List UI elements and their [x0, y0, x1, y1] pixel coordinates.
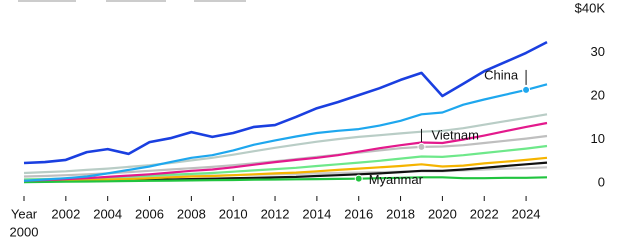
- x-tick-label: 2020: [428, 206, 457, 221]
- series-line: [23, 83, 548, 182]
- x-tick-label: 2014: [302, 206, 331, 221]
- x-tick-label: 2018: [386, 206, 415, 221]
- series-line: [23, 176, 548, 184]
- x-tick-label: 2016: [344, 206, 373, 221]
- y-tick-label: $40K: [575, 0, 606, 15]
- x-tick-label: 2022: [470, 206, 499, 221]
- series-line: [23, 113, 548, 175]
- x-tick-label: 2008: [177, 206, 206, 221]
- x-tick-label: 2002: [51, 206, 80, 221]
- x-tick-label: 2010: [219, 206, 248, 221]
- y-tick-label: 0: [598, 174, 605, 189]
- y-tick-label: 20: [591, 87, 605, 102]
- x-tick-label: 2012: [261, 206, 290, 221]
- series-label: China: [484, 67, 519, 82]
- series-line: [23, 121, 548, 182]
- series-label: Vietnam: [431, 127, 478, 142]
- series-marker: [417, 142, 426, 151]
- x-tick-label: 2006: [135, 206, 164, 221]
- x-tick-label: 2024: [512, 206, 541, 221]
- x-axis-label: Year: [11, 206, 38, 221]
- series-marker: [522, 85, 531, 94]
- series-line: [23, 40, 548, 165]
- y-tick-label: 10: [591, 131, 605, 146]
- y-tick-label: 30: [591, 44, 605, 59]
- series-line: [23, 156, 548, 183]
- x-tick-label: 2004: [93, 206, 122, 221]
- series-label: Myanmar: [369, 172, 424, 187]
- x-tick-label: 2000: [10, 224, 39, 239]
- series-marker: [354, 174, 363, 183]
